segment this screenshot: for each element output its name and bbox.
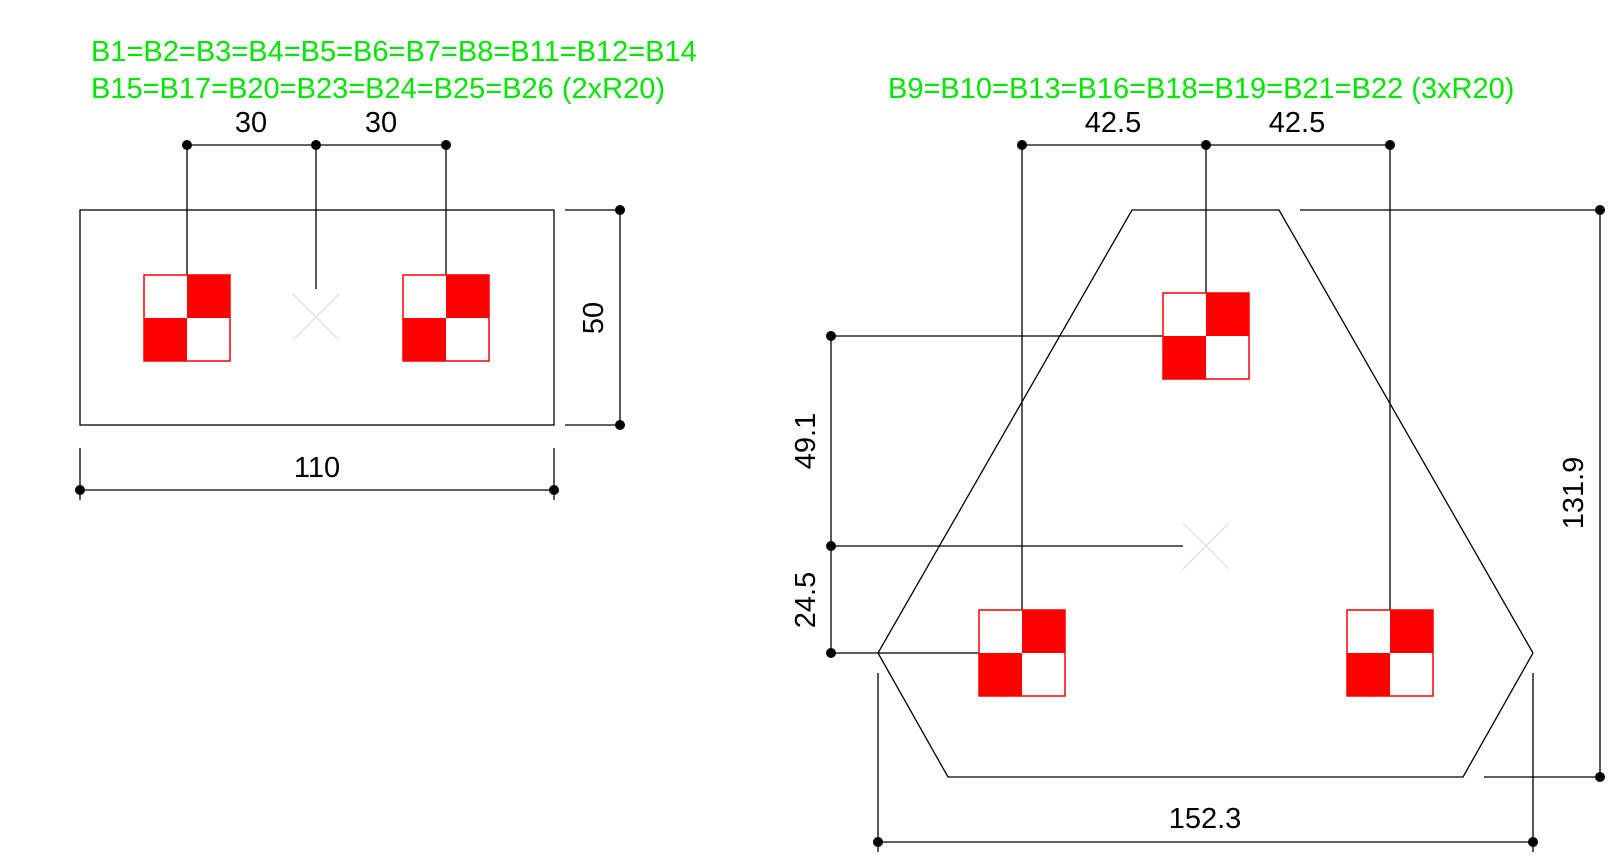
right-dim-height: 131.9 <box>1558 457 1590 530</box>
left-dim-height: 50 <box>578 302 610 334</box>
dim-tick <box>615 420 625 430</box>
rebar <box>402 274 490 362</box>
dim-tick <box>873 837 883 847</box>
dim-tick <box>549 485 559 495</box>
left-dim-spacing-left: 30 <box>235 107 267 139</box>
rebar <box>1346 609 1434 697</box>
right-section-label: B9=B10=B13=B16=B18=B19=B21=B22 (3xR20) <box>888 73 1514 105</box>
right-dim-lower-offset: 24.5 <box>790 572 822 628</box>
left-section-label-line2: B15=B17=B20=B23=B24=B25=B26 (2xR20) <box>91 73 665 105</box>
dim-tick <box>75 485 85 495</box>
left-dim-spacing-right: 30 <box>365 107 397 139</box>
dim-tick <box>615 205 625 215</box>
dim-tick <box>826 648 836 658</box>
left-section-outline <box>79 209 555 426</box>
dim-tick <box>826 541 836 551</box>
right-dim-spacing-left: 42.5 <box>1085 107 1141 139</box>
dim-tick <box>1595 205 1605 215</box>
right-section: B9=B10=B13=B16=B18=B19=B21=B22 (3xR20) 4… <box>790 73 1605 852</box>
centroid-mark <box>1182 522 1230 570</box>
rebar <box>978 609 1066 697</box>
rebar <box>1162 292 1250 380</box>
left-section: B1=B2=B3=B4=B5=B6=B7=B8=B11=B12=B14 B15=… <box>75 36 697 500</box>
right-dim-upper-offset: 49.1 <box>790 413 822 469</box>
centroid-mark <box>292 293 340 341</box>
right-dim-spacing-right: 42.5 <box>1269 107 1325 139</box>
dim-tick <box>1595 772 1605 782</box>
left-section-label-line1: B1=B2=B3=B4=B5=B6=B7=B8=B11=B12=B14 <box>91 36 697 68</box>
right-dim-width: 152.3 <box>1169 803 1242 835</box>
dim-tick <box>826 331 836 341</box>
left-dim-width: 110 <box>294 452 340 484</box>
rebar <box>143 274 231 362</box>
dim-tick <box>1528 837 1538 847</box>
